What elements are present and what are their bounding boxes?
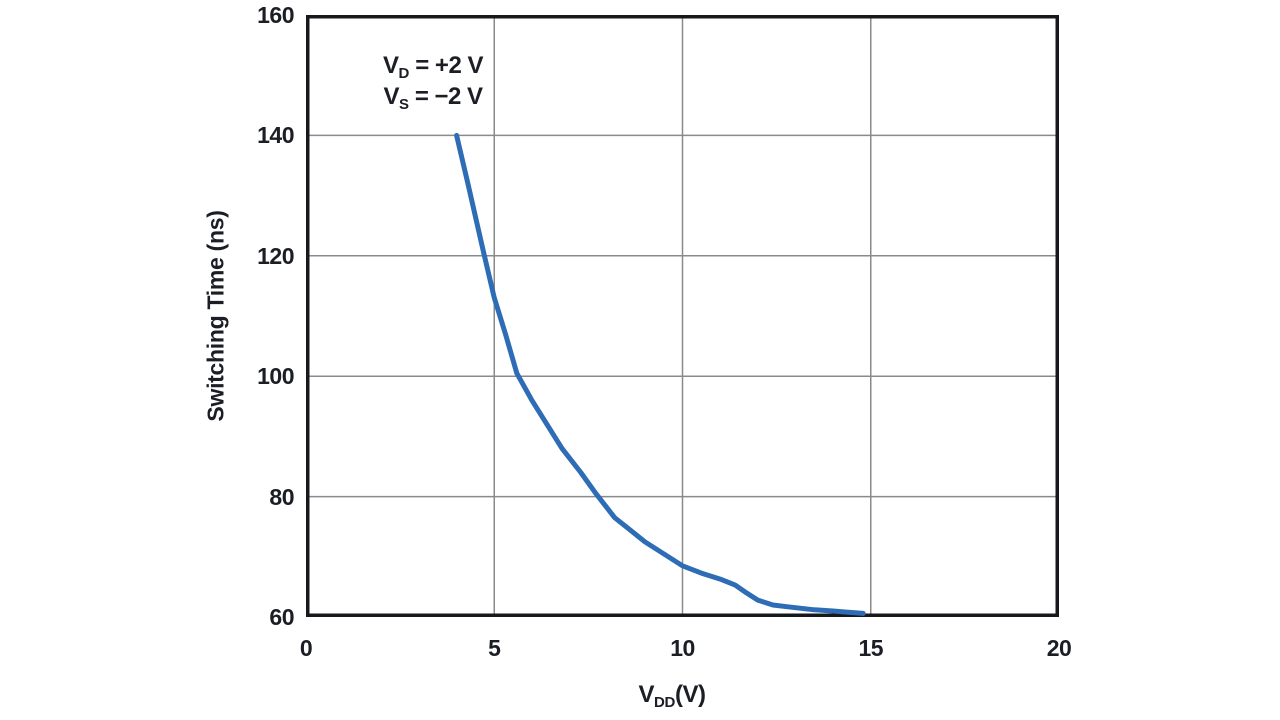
y-tick-label-120: 120 [257, 242, 294, 269]
x-axis-title-base: V [638, 681, 654, 708]
annotation-vd-subscript: D [398, 65, 410, 82]
x-axis-title: VDD(V) [600, 681, 744, 711]
x-tick-label-5: 5 [488, 635, 501, 661]
y-tick-label-100: 100 [257, 363, 294, 390]
x-axis-title-units: (V) [675, 681, 706, 708]
plot-area [306, 15, 1059, 617]
bias-conditions-annotation: VD = +2 V VS = −2 V [372, 52, 494, 114]
annotation-vd-base: V [383, 52, 399, 79]
annotation-line-vd: VD = +2 V [372, 52, 494, 83]
x-tick-label-15: 15 [858, 635, 884, 661]
y-axis-title: Switching Time (ns) [202, 210, 229, 422]
y-tick-label-140: 140 [257, 122, 294, 149]
x-tick-label-0: 0 [299, 635, 313, 661]
y-tick-label-80: 80 [269, 483, 294, 510]
annotation-vs-base: V [383, 83, 399, 110]
x-tick-label-20: 20 [1046, 635, 1072, 661]
y-tick-label-160: 160 [257, 2, 294, 28]
x-axis-title-subscript: DD [653, 694, 676, 711]
plot-frame [306, 15, 1059, 617]
annotation-vs-subscript: S [398, 96, 409, 113]
x-tick-label-10: 10 [670, 635, 695, 661]
annotation-line-vs: VS = −2 V [372, 83, 494, 114]
annotation-vs-value: = −2 V [408, 83, 483, 110]
series-line-switching-time-vs-vdd [454, 132, 866, 616]
annotation-vd-value: = +2 V [409, 52, 483, 79]
y-tick-label-60: 60 [269, 604, 294, 630]
